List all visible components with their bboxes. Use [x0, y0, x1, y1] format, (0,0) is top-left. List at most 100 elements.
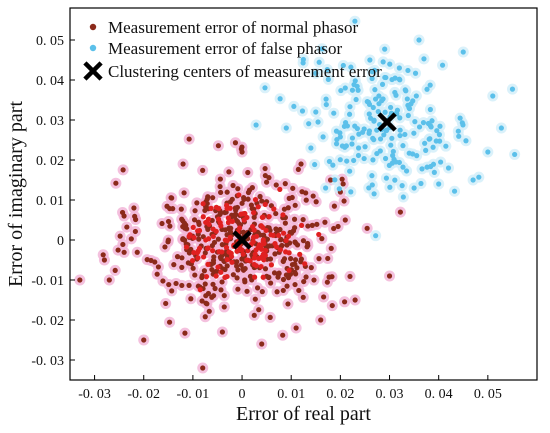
- normal-phasor-core-point: [277, 247, 284, 253]
- normal-phasor-core-point: [249, 224, 256, 230]
- normal-phasor-point: [299, 189, 305, 195]
- legend-label-cluster-center: Clustering centers of measurement error: [108, 62, 382, 81]
- normal-phasor-point: [188, 296, 194, 302]
- axis-ticks: -0. 03 -0. 02 -0. 01 0 0. 01 0. 02 0. 03 0. 04 0…: [31, 34, 502, 402]
- false-phasor-point: [348, 189, 354, 195]
- false-phasor-point: [420, 120, 427, 126]
- false-phasor-point: [371, 67, 378, 73]
- normal-phasor-core-point: [229, 218, 235, 224]
- false-phasor-point: [387, 104, 394, 111]
- normal-phasor-point: [294, 242, 301, 248]
- normal-phasor-point: [154, 271, 160, 277]
- normal-phasor-point: [180, 236, 186, 242]
- normal-phasor-point: [200, 365, 206, 371]
- normal-phasor-point: [217, 210, 224, 216]
- false-phasor-point: [354, 125, 360, 132]
- false-phasor-point: [422, 140, 428, 146]
- false-phasor-point: [470, 177, 476, 183]
- false-phasor-point: [383, 74, 389, 81]
- normal-phasor-point: [322, 219, 328, 225]
- normal-phasor-point: [262, 266, 269, 272]
- normal-phasor-point: [244, 288, 250, 294]
- normal-phasor-point: [263, 179, 270, 185]
- normal-phasor-point: [251, 312, 257, 318]
- x-tick-label: 0. 01: [277, 387, 305, 402]
- false-phasor-point: [402, 87, 408, 93]
- false-phasor-point: [372, 96, 379, 102]
- normal-phasor-core-point: [189, 258, 196, 264]
- false-phasor-point: [324, 66, 330, 73]
- normal-phasor-point: [300, 238, 307, 244]
- false-phasor-point: [364, 98, 370, 105]
- normal-phasor-core-point: [245, 247, 251, 254]
- normal-phasor-core-point: [281, 230, 287, 236]
- normal-phasor-point: [190, 265, 196, 271]
- false-phasor-point: [393, 92, 399, 98]
- normal-phasor-core-point: [258, 263, 264, 270]
- false-phasor-point: [291, 103, 297, 110]
- normal-phasor-point: [178, 206, 184, 212]
- normal-phasor-point: [319, 236, 325, 242]
- false-phasor-point: [427, 136, 433, 142]
- normal-phasor-core-point: [260, 274, 266, 280]
- normal-phasor-core-point: [201, 254, 207, 260]
- normal-phasor-point: [204, 301, 210, 307]
- normal-phasor-point: [321, 294, 327, 300]
- cluster-center-stroke: [232, 230, 252, 250]
- false-phasor-point: [397, 132, 403, 139]
- false-phasor-point: [414, 153, 420, 159]
- false-phasor-point: [344, 123, 351, 129]
- false-phasor-point: [355, 152, 362, 159]
- normal-phasor-point: [300, 294, 306, 300]
- normal-phasor-point: [239, 256, 245, 262]
- normal-phasor-point: [232, 140, 239, 146]
- false-phasor-point: [405, 112, 411, 119]
- normal-phasor-core-point: [205, 245, 211, 251]
- normal-phasor-point: [240, 229, 247, 235]
- normal-phasor-core-point: [283, 237, 289, 244]
- normal-phasor-core-point: [255, 204, 261, 210]
- normal-phasor-core-point: [266, 213, 272, 220]
- normal-phasor-point: [230, 182, 236, 189]
- normal-phasor-core-point: [223, 244, 230, 251]
- normal-phasor-point: [196, 236, 202, 242]
- normal-phasor-core-point: [227, 205, 233, 211]
- normal-phasor-core-point: [183, 244, 190, 250]
- normal-phasor-point: [234, 218, 241, 225]
- false-phasor-point: [379, 98, 385, 104]
- false-phasor-point: [347, 104, 353, 110]
- normal-phasor-point: [284, 283, 290, 289]
- y-tick-label: -0. 03: [31, 354, 64, 369]
- y-tick-label: 0. 02: [36, 154, 64, 169]
- false-phasor-point: [366, 185, 372, 191]
- normal-phasor-point: [284, 242, 290, 248]
- normal-phasor-point: [341, 299, 348, 305]
- normal-phasor-point: [305, 242, 311, 249]
- normal-phasor-point: [180, 161, 186, 167]
- normal-phasor-point: [331, 203, 337, 209]
- normal-phasor-point: [179, 282, 185, 289]
- normal-phasor-point: [310, 193, 316, 199]
- false-phasor-point: [430, 144, 436, 150]
- normal-phasor-point: [167, 223, 173, 229]
- false-phasor-point: [390, 148, 396, 155]
- normal-phasor-point: [155, 264, 162, 270]
- false-phasor-point: [355, 87, 361, 93]
- false-phasor-point: [411, 130, 417, 136]
- normal-phasor-point: [222, 227, 228, 233]
- false-phasor-point: [392, 75, 398, 81]
- legend-marker-cluster-center: [83, 61, 103, 81]
- false-phasor-point: [424, 164, 430, 170]
- normal-phasor-point: [342, 217, 348, 223]
- normal-phasor-point: [215, 236, 221, 242]
- normal-phasor-point: [271, 270, 278, 276]
- normal-phasor-point: [327, 177, 334, 183]
- normal-phasor-point: [171, 262, 177, 268]
- false-phasor-point: [370, 157, 376, 163]
- normal-phasor-core-point: [277, 186, 283, 192]
- false-phasor-point: [396, 159, 402, 166]
- false-phasor-point: [402, 131, 408, 138]
- normal-phasor-core-point: [236, 192, 242, 198]
- normal-phasor-point: [100, 252, 106, 258]
- false-phasor-point: [384, 127, 390, 133]
